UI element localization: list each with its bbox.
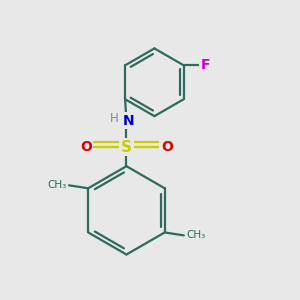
Text: H: H [110, 112, 119, 125]
Text: CH₃: CH₃ [47, 180, 67, 190]
Text: O: O [161, 140, 173, 154]
Text: F: F [201, 58, 210, 72]
Text: CH₃: CH₃ [186, 230, 206, 240]
Text: O: O [80, 140, 92, 154]
Text: N: N [123, 114, 135, 128]
Text: S: S [121, 140, 132, 154]
